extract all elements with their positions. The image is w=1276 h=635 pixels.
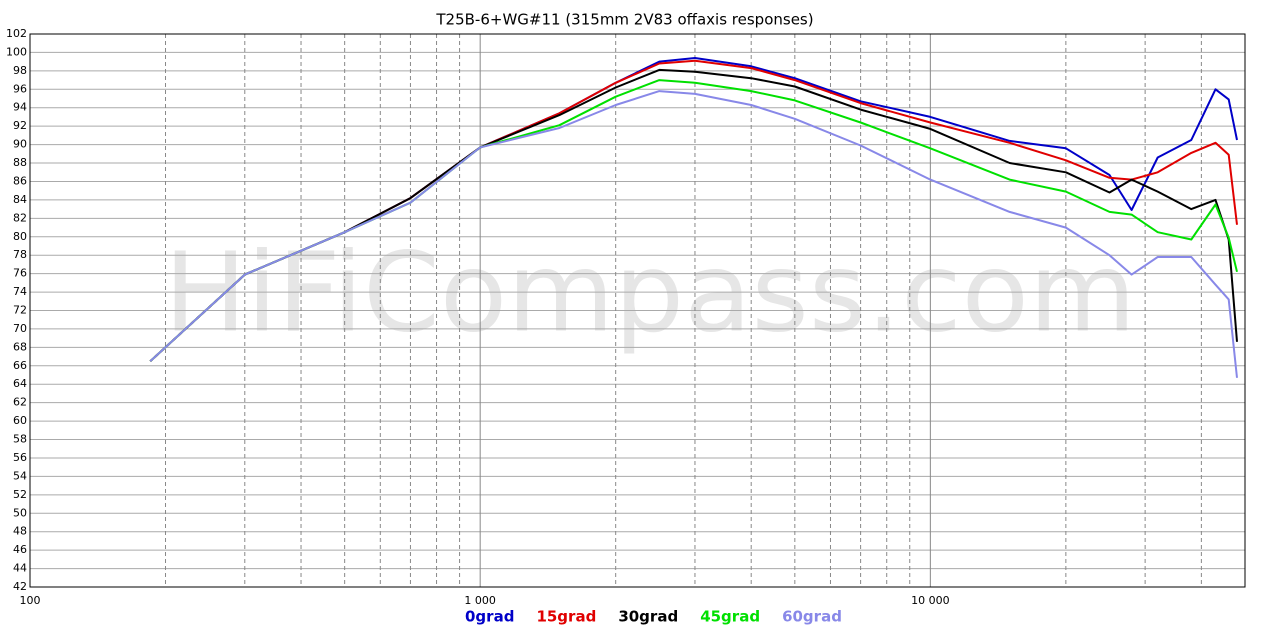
y-tick-label: 54 [13,469,27,482]
y-tick-label: 70 [13,322,27,335]
legend-entry: 30grad [618,608,678,626]
y-tick-label: 42 [13,580,27,593]
y-tick-label: 60 [13,414,27,427]
y-tick-label: 48 [13,525,27,538]
y-tick-label: 56 [13,451,27,464]
y-tick-label: 50 [13,506,27,519]
y-tick-label: 66 [13,359,27,372]
y-tick-label: 82 [13,211,27,224]
y-tick-label: 90 [13,138,27,151]
y-tick-label: 100 [6,45,27,58]
x-tick-label: 100 [20,594,41,607]
legend-entry: 0grad [465,608,514,626]
y-tick-label: 76 [13,267,27,280]
y-tick-label: 94 [13,101,27,114]
y-tick-label: 74 [13,285,27,298]
y-tick-label: 92 [13,119,27,132]
x-tick-label: 1 000 [464,594,496,607]
y-tick-label: 68 [13,340,27,353]
y-tick-label: 46 [13,543,27,556]
y-tick-label: 52 [13,488,27,501]
y-tick-label: 84 [13,193,27,206]
y-tick-label: 98 [13,64,27,77]
y-tick-label: 96 [13,82,27,95]
x-tick-label: 10 000 [911,594,950,607]
y-tick-label: 78 [13,248,27,261]
y-tick-label: 72 [13,304,27,317]
series-line [149,68,1238,362]
y-tick-label: 58 [13,433,27,446]
series-line [149,90,1238,378]
y-tick-label: 44 [13,562,27,575]
y-tick-label: 102 [6,27,27,40]
plot-border [29,33,1246,588]
y-tick-label: 62 [13,396,27,409]
legend-entry: 45grad [700,608,760,626]
legend-entry: 15grad [536,608,596,626]
chart-title: T25B-6+WG#11 (315mm 2V83 offaxis respons… [435,11,813,29]
y-tick-label: 64 [13,377,27,390]
y-tick-label: 88 [13,156,27,169]
y-tick-label: 86 [13,174,27,187]
y-tick-label: 80 [13,230,27,243]
legend-entry: 60grad [782,608,842,626]
